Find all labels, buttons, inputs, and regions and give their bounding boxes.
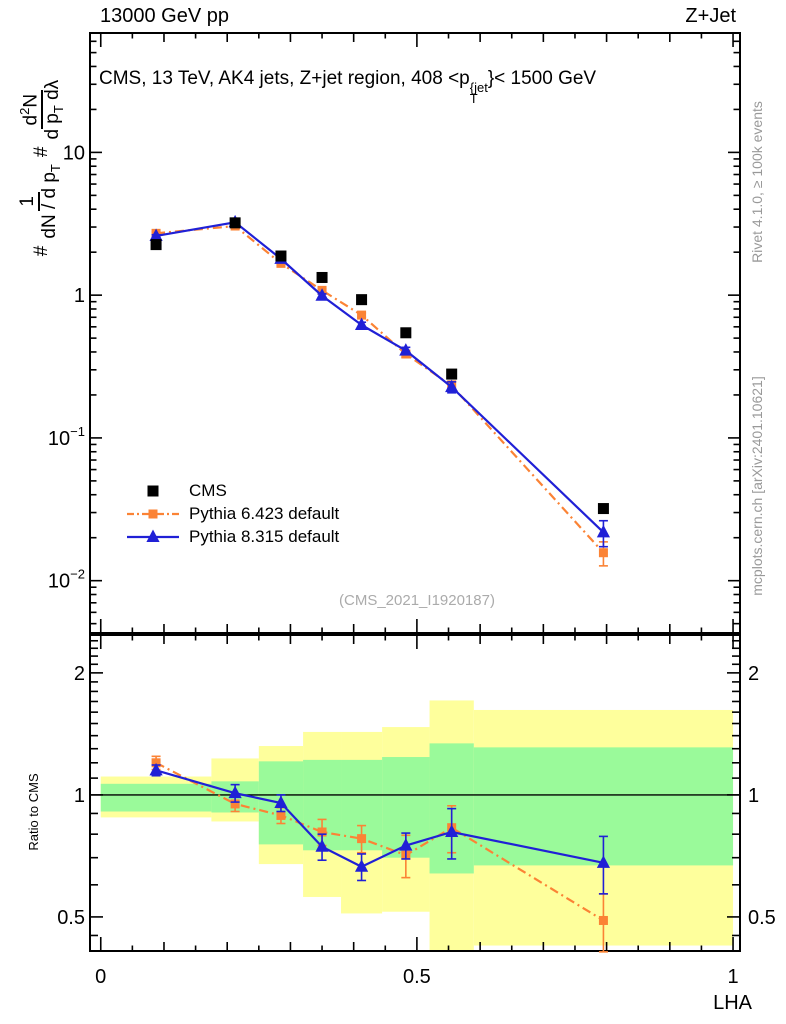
legend-label-pythia6: Pythia 6.423 default <box>189 503 340 523</box>
ylabel-frac1-numerator: 1 <box>17 192 41 211</box>
y-main-tick-label: 10−2 <box>48 567 85 593</box>
ratio-panel-frame <box>89 634 741 952</box>
y-ratio-tick-label: 1 <box>748 785 759 807</box>
plot-title-sup: {jet <box>469 80 488 95</box>
plot-title-prefix: CMS, 13 TeV, AK4 jets, Z+jet region, 408… <box>99 68 470 89</box>
plot-title-pt-stack: {jet T <box>469 80 488 106</box>
ylabel-hash-2: # <box>31 146 52 158</box>
pythia8-marker-sample-icon <box>127 529 179 542</box>
axis-ticks <box>90 33 740 951</box>
ylabel-hash-1: # <box>31 245 52 257</box>
legend: CMS Pythia 6.423 default Pythia 8.315 de… <box>127 479 339 548</box>
x-tick-label: 0 <box>95 966 106 988</box>
y-main-tick-label: 1 <box>74 285 85 307</box>
axis-tick-labels: 0 0.5 1 LHA 10 1 10−1 10−2 2 2 1 1 0.5 0.5 <box>48 142 776 1014</box>
beam-energy-label: 13000 GeV pp <box>100 5 229 27</box>
y-axis-label: # 1 dN / d pT # d2N d pT dλ <box>2 30 82 306</box>
legend-row-pythia6: Pythia 6.423 default <box>127 502 339 525</box>
y-ratio-tick-label: 2 <box>74 663 85 685</box>
series-ratio-pythia-8-315-default <box>149 762 611 895</box>
mcplots-reference-note: mcplots.cern.ch [arXiv:2401.10621] <box>749 376 765 596</box>
ylabel-frac2-numerator: d2N <box>14 89 44 130</box>
ratio-band-green <box>100 783 212 812</box>
cms-marker-sample-icon <box>147 485 159 496</box>
legend-label-cms: CMS <box>189 480 227 500</box>
y-main-tick-label: 10−1 <box>48 424 85 450</box>
ratio-uncertainty-bands <box>100 700 734 951</box>
ylabel-fraction-1: 1 dN / d pT <box>17 164 66 239</box>
y-main-tick-label: 10 <box>63 142 85 164</box>
ratio-axis-label: Ratio to CMS <box>26 773 41 851</box>
y-ratio-tick-label: 1 <box>74 785 85 807</box>
legend-row-pythia8: Pythia 8.315 default <box>127 525 339 548</box>
main-panel-frame <box>89 32 741 634</box>
rivet-version-note: Rivet 4.1.0, ≥ 100k events <box>749 101 765 263</box>
x-tick-label: 1 <box>727 966 738 988</box>
analysis-id-watermark: (CMS_2021_I1920187) <box>339 592 495 609</box>
plot-title: CMS, 13 TeV, AK4 jets, Z+jet region, 408… <box>99 68 597 106</box>
legend-label-pythia8: Pythia 8.315 default <box>189 526 340 546</box>
y-ratio-tick-label: 0.5 <box>748 907 776 929</box>
legend-row-cms: CMS <box>127 479 339 502</box>
plot-title-suffix: }< 1500 GeV <box>487 68 597 89</box>
ylabel-fraction-2: d2N d pT dλ <box>14 79 69 140</box>
ylabel-frac2-denominator: d pT dλ <box>42 79 67 140</box>
x-axis-title: LHA <box>713 992 753 1014</box>
x-tick-label: 0.5 <box>403 966 431 988</box>
pythia6-marker-sample-icon <box>127 509 179 518</box>
plot-title-sub: T <box>469 91 478 106</box>
y-ratio-tick-label: 0.5 <box>57 907 85 929</box>
process-label: Z+Jet <box>685 5 736 27</box>
y-ratio-tick-label: 2 <box>748 663 759 685</box>
ylabel-frac1-denominator: dN / d pT <box>39 164 63 239</box>
series-main-cms <box>150 217 609 515</box>
